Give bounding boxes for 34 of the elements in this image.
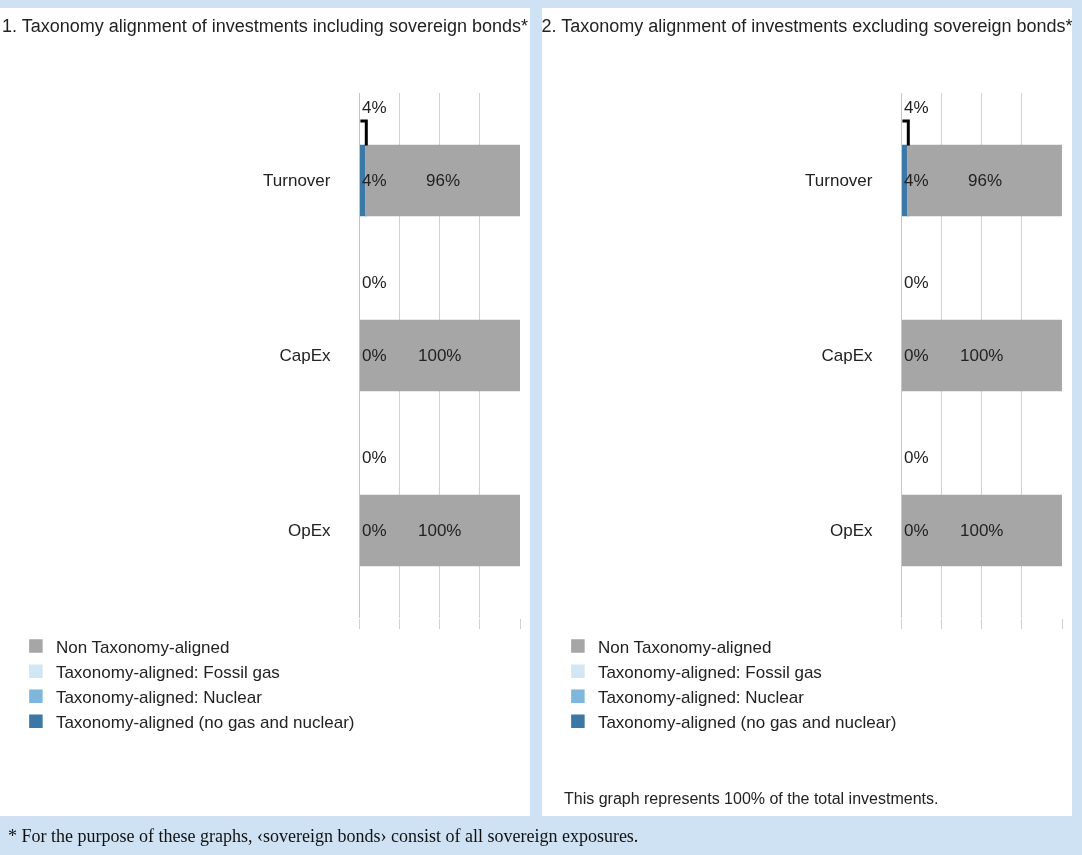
text: * For the purpose of these graphs, ‹sovereign bonds› consist of all sovereign exposures. bbox=[8, 826, 639, 847]
data-label: 100% bbox=[418, 346, 462, 365]
legend-label: Taxonomy-aligned: Nuclear bbox=[597, 687, 805, 707]
annotation: 0% bbox=[362, 273, 387, 292]
data-label: 96% bbox=[968, 171, 1003, 190]
data-label: 0% bbox=[904, 346, 929, 365]
annotation: 0% bbox=[904, 448, 929, 467]
y-tick-label: Turnover bbox=[263, 171, 331, 191]
legend-label: Non Taxonomy-aligned bbox=[597, 637, 772, 657]
legend-label: Taxonomy-aligned (no gas and nuclear) bbox=[55, 712, 355, 732]
legend-label: Taxonomy-aligned: Fossil gas bbox=[55, 662, 280, 682]
text: This graph represents 100% of the total investments. bbox=[564, 790, 939, 808]
annotation: 4% bbox=[904, 98, 929, 117]
legend-label: Taxonomy-aligned: Fossil gas bbox=[597, 662, 822, 682]
data-label: 0% bbox=[904, 521, 929, 540]
y-tick-label: OpEx bbox=[829, 521, 873, 541]
y-tick-label: OpEx bbox=[287, 521, 331, 541]
legend-label: Taxonomy-aligned: Nuclear bbox=[55, 687, 263, 707]
data-label: 96% bbox=[426, 171, 461, 190]
annotation: 0% bbox=[362, 448, 387, 467]
y-tick-label: CapEx bbox=[821, 346, 873, 366]
data-label: 0% bbox=[362, 521, 387, 540]
chart-title: 1. Taxonomy alignment of investments including sovereign bonds* bbox=[2, 16, 528, 37]
legend-label: Non Taxonomy-aligned bbox=[55, 637, 230, 657]
data-label: 0% bbox=[362, 346, 387, 365]
annotation: 4% bbox=[362, 98, 387, 117]
data-label: 100% bbox=[960, 521, 1004, 540]
y-tick-label: Turnover bbox=[805, 171, 873, 191]
legend-label: Taxonomy-aligned (no gas and nuclear) bbox=[597, 712, 897, 732]
data-label: 100% bbox=[960, 346, 1004, 365]
data-label: 100% bbox=[418, 521, 462, 540]
y-tick-label: CapEx bbox=[279, 346, 331, 366]
chart-title: 2. Taxonomy alignment of investments excluding sovereign bonds* bbox=[541, 16, 1073, 37]
annotation: 0% bbox=[904, 273, 929, 292]
